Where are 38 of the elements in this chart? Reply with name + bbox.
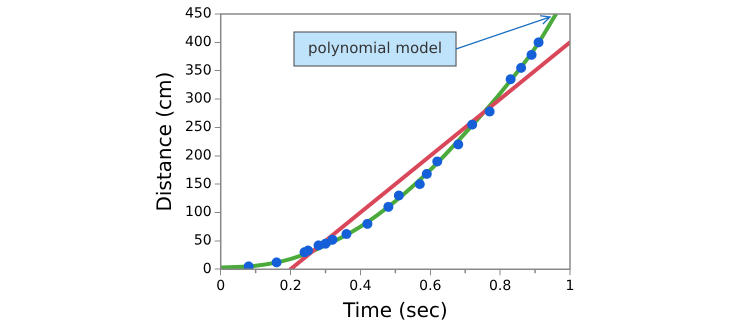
y-tick-label: 450 <box>184 6 212 22</box>
x-tick-label: 0.8 <box>489 278 512 294</box>
y-tick-label: 0 <box>202 260 212 277</box>
y-axis-title: Distance (cm) <box>152 72 176 212</box>
point <box>534 37 544 48</box>
line-series <box>220 14 558 270</box>
x-tick-label: 1 <box>566 278 574 294</box>
x-tick-label: 0 <box>216 278 226 294</box>
point <box>272 257 282 268</box>
point <box>414 179 425 190</box>
point <box>526 50 537 60</box>
point <box>432 156 442 166</box>
x-tick-label: 0.4 <box>349 278 372 294</box>
x-tick-label: 0.6 <box>419 278 442 294</box>
point <box>327 234 338 245</box>
y-tick-label: 350 <box>184 62 212 78</box>
y-tick-label: 400 <box>184 34 212 50</box>
point <box>341 229 352 240</box>
point <box>453 139 464 150</box>
y-tick-label: 100 <box>184 204 212 220</box>
y-tick-label: 300 <box>184 90 212 107</box>
y-tick-label: 200 <box>184 147 212 164</box>
point <box>422 168 432 179</box>
y-tick-label: 150 <box>184 176 212 192</box>
point <box>394 190 404 200</box>
point <box>516 62 526 73</box>
point <box>383 202 394 212</box>
point <box>362 218 372 229</box>
point <box>303 245 314 256</box>
x-axis-title: Time (sec) <box>342 298 448 322</box>
point <box>467 120 478 130</box>
y-tick-label: 50 <box>194 232 212 248</box>
point <box>506 74 516 84</box>
y-tick-label: 250 <box>184 119 212 136</box>
annotation: polynomial model <box>308 38 442 57</box>
point <box>484 106 495 117</box>
point <box>244 261 254 270</box>
x-tick-label: 0.2 <box>279 278 302 294</box>
